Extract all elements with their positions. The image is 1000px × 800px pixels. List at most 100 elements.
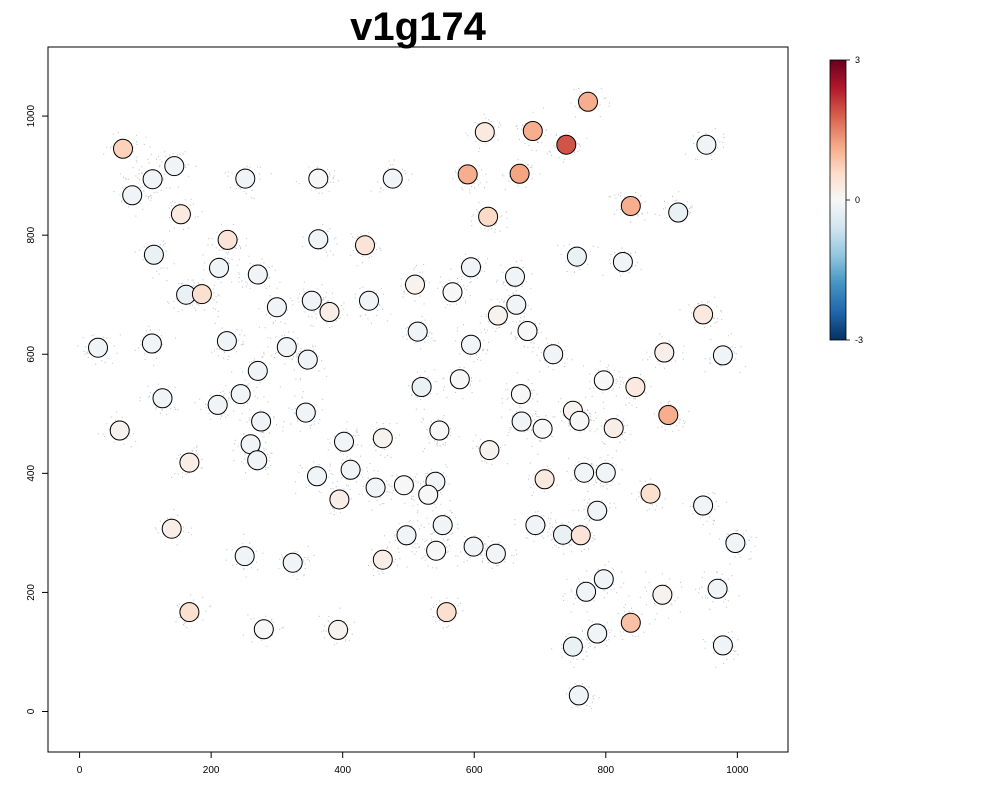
data-point (295, 402, 316, 423)
data-point (217, 229, 238, 250)
x-axis: 0 200 400 600 800 1000 (77, 752, 749, 776)
data-point (88, 337, 108, 358)
data-point (562, 636, 583, 657)
data-point (620, 196, 641, 216)
data-point (525, 515, 546, 536)
data-point (143, 244, 164, 265)
data-point (725, 533, 746, 553)
data-point (230, 384, 251, 405)
data-point (308, 229, 329, 250)
data-point (328, 619, 349, 640)
x-tick-label: 1000 (726, 765, 749, 776)
data-point (517, 321, 538, 341)
data-point (405, 274, 425, 295)
data-point (319, 302, 340, 322)
data-point (566, 246, 587, 267)
data-point (587, 623, 608, 644)
data-point (407, 321, 428, 342)
y-tick-label: 600 (26, 345, 37, 362)
data-point (652, 584, 673, 605)
data-points (88, 91, 746, 706)
colorbar-tick-label: 3 (855, 55, 860, 65)
data-point (141, 333, 162, 354)
data-point (485, 543, 506, 564)
data-point (696, 134, 717, 155)
data-point (478, 206, 499, 227)
data-point (640, 483, 661, 504)
data-point (436, 602, 457, 623)
data-point (418, 484, 439, 505)
data-point (251, 411, 272, 432)
data-point (487, 305, 508, 326)
data-point (668, 202, 689, 223)
data-point (603, 418, 624, 439)
data-point (712, 345, 733, 366)
data-point (474, 122, 495, 143)
data-point (216, 331, 237, 352)
data-point (534, 469, 555, 490)
chart-title: v1g174 (350, 5, 486, 49)
data-point (297, 349, 318, 370)
data-point (522, 121, 543, 141)
data-point (620, 612, 641, 633)
data-point (578, 91, 598, 112)
data-point (570, 525, 591, 546)
colorbar-tick-label: 0 (855, 195, 860, 205)
colorbar-gradient (829, 59, 847, 341)
plot-frame (47, 46, 789, 753)
data-point (532, 418, 553, 439)
data-point (693, 495, 714, 516)
data-point (365, 477, 386, 498)
data-point (209, 257, 229, 278)
data-point (707, 578, 728, 599)
data-point (122, 185, 143, 206)
data-point (543, 344, 564, 365)
data-point (426, 540, 447, 561)
data-point (372, 428, 393, 449)
data-point (568, 685, 589, 706)
data-point (411, 377, 432, 397)
data-point (432, 515, 453, 536)
data-point (556, 134, 577, 155)
x-tick-label: 800 (597, 765, 614, 776)
data-point (207, 394, 228, 415)
data-point (442, 282, 463, 303)
data-point (113, 138, 133, 159)
data-point (593, 569, 614, 590)
data-point (247, 360, 268, 381)
data-point (479, 440, 500, 461)
data-point (164, 156, 185, 177)
data-point (461, 257, 481, 278)
colorbar-tick-label: -3 (855, 335, 863, 345)
y-axis: 0 200 400 600 800 1000 (26, 105, 48, 714)
y-tick-label: 200 (26, 584, 37, 601)
data-point (553, 524, 573, 545)
data-point (461, 334, 481, 355)
data-point (382, 168, 403, 189)
x-tick-label: 0 (77, 765, 83, 776)
data-point (654, 342, 675, 363)
data-point (359, 290, 379, 311)
data-point (247, 450, 268, 471)
data-point (569, 410, 590, 431)
data-point (506, 294, 527, 315)
data-point (355, 235, 375, 256)
data-point (307, 466, 327, 487)
y-tick-label: 0 (26, 708, 37, 714)
data-point (449, 369, 470, 390)
data-point (625, 377, 646, 397)
data-point (253, 619, 274, 640)
data-point (142, 169, 163, 190)
data-point (152, 388, 173, 409)
data-point (276, 337, 297, 358)
data-point (308, 168, 329, 189)
data-point (393, 475, 414, 496)
x-tick-label: 400 (334, 765, 351, 776)
data-point (658, 405, 679, 425)
data-point (595, 462, 616, 483)
data-point (179, 602, 200, 623)
data-point (170, 204, 191, 225)
data-point (372, 549, 393, 570)
data-point (329, 489, 350, 510)
